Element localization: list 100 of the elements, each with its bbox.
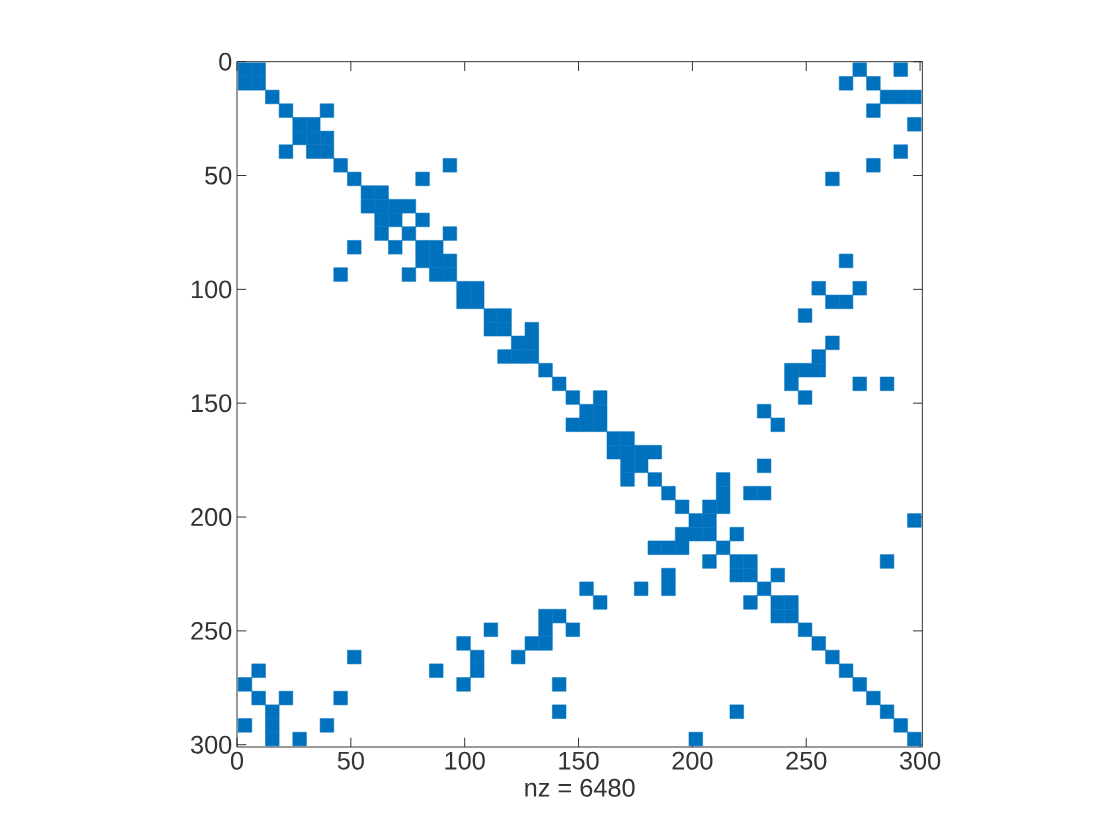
- point: [265, 704, 280, 719]
- point: [497, 349, 512, 364]
- point: [784, 363, 799, 378]
- y-tick-label: 0: [219, 52, 232, 71]
- point: [470, 281, 485, 296]
- point: [661, 486, 676, 501]
- point: [360, 199, 376, 214]
- point: [388, 212, 403, 228]
- point: [757, 581, 772, 596]
- point: [661, 540, 676, 555]
- point: [811, 363, 826, 378]
- point: [866, 76, 881, 91]
- point: [319, 103, 335, 118]
- point: [456, 294, 471, 309]
- y-tick-label: 50: [205, 166, 232, 185]
- point: [470, 663, 485, 678]
- point: [879, 554, 895, 569]
- point: [306, 117, 321, 132]
- point: [784, 608, 799, 624]
- point: [838, 76, 854, 91]
- point: [907, 731, 922, 747]
- point: [497, 308, 512, 323]
- point: [292, 117, 307, 132]
- point: [319, 718, 335, 733]
- point: [907, 117, 922, 132]
- point: [524, 349, 539, 364]
- point: [634, 458, 649, 473]
- point: [606, 445, 621, 460]
- point: [893, 89, 908, 105]
- point: [415, 253, 430, 268]
- x-tick-label: 100: [445, 751, 485, 770]
- point: [879, 376, 895, 391]
- point: [606, 431, 621, 446]
- point: [852, 677, 867, 692]
- point: [716, 472, 731, 487]
- point: [237, 677, 253, 692]
- point: [688, 513, 703, 528]
- point: [825, 171, 840, 187]
- point: [552, 376, 567, 391]
- point: [415, 240, 430, 255]
- point: [675, 499, 690, 514]
- point: [429, 253, 444, 268]
- point: [743, 568, 758, 583]
- point: [237, 76, 253, 91]
- point: [429, 240, 444, 255]
- point: [797, 622, 813, 637]
- x-tick-label: 300: [899, 751, 941, 770]
- point: [825, 649, 840, 665]
- point: [251, 62, 266, 77]
- point: [743, 486, 758, 501]
- point: [729, 568, 744, 583]
- point: [347, 171, 362, 187]
- point: [278, 103, 294, 118]
- point: [866, 158, 881, 173]
- point: [770, 417, 785, 432]
- point: [251, 76, 266, 91]
- point: [620, 458, 635, 473]
- x-tick-label: 150: [559, 751, 599, 770]
- point: [879, 704, 895, 719]
- point: [811, 349, 826, 364]
- point: [388, 240, 403, 255]
- point: [716, 499, 731, 514]
- point: [442, 158, 457, 173]
- point: [292, 731, 307, 747]
- point: [688, 527, 703, 542]
- point: [265, 89, 280, 105]
- point: [347, 649, 362, 665]
- point: [374, 212, 389, 228]
- point: [593, 390, 608, 405]
- point: [401, 267, 417, 282]
- point: [524, 636, 539, 651]
- point: [866, 103, 881, 118]
- point: [374, 226, 389, 241]
- point: [729, 554, 744, 569]
- point: [825, 294, 840, 309]
- point: [347, 240, 362, 255]
- point: [852, 62, 867, 77]
- point: [702, 499, 717, 514]
- x-axis-title: nz = 6480: [525, 778, 635, 797]
- y-tick-label: 100: [191, 280, 232, 299]
- x-tick-label: 0: [230, 751, 244, 770]
- point: [333, 690, 348, 706]
- point: [852, 376, 867, 391]
- point: [483, 322, 498, 337]
- point: [511, 335, 526, 350]
- point: [893, 718, 908, 733]
- point: [838, 294, 854, 309]
- point: [237, 718, 253, 733]
- point: [770, 595, 785, 610]
- point: [456, 636, 471, 651]
- point: [292, 130, 307, 146]
- point: [838, 663, 854, 678]
- point: [620, 445, 635, 460]
- point: [552, 704, 567, 719]
- point: [770, 608, 785, 624]
- point: [661, 568, 676, 583]
- point: [511, 649, 526, 665]
- point: [579, 581, 594, 596]
- point: [374, 199, 389, 214]
- point: [251, 690, 266, 706]
